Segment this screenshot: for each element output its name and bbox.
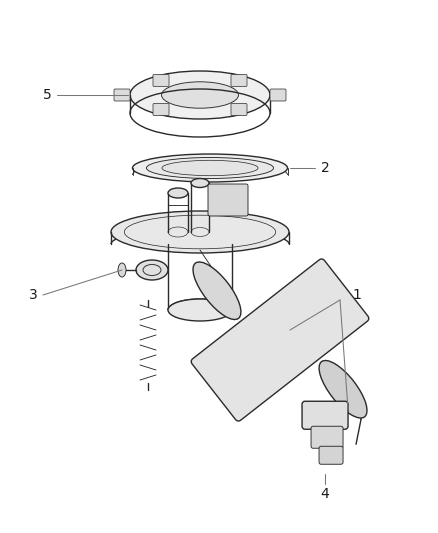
Ellipse shape: [193, 262, 241, 319]
FancyBboxPatch shape: [302, 401, 348, 429]
FancyBboxPatch shape: [153, 103, 169, 116]
FancyBboxPatch shape: [311, 426, 343, 448]
Text: 2: 2: [321, 161, 329, 175]
Ellipse shape: [146, 157, 274, 179]
Ellipse shape: [133, 154, 287, 182]
FancyBboxPatch shape: [153, 75, 169, 86]
Ellipse shape: [319, 360, 367, 418]
FancyBboxPatch shape: [270, 89, 286, 101]
Ellipse shape: [136, 260, 168, 280]
Text: 1: 1: [353, 288, 361, 302]
Ellipse shape: [111, 211, 289, 253]
FancyBboxPatch shape: [319, 446, 343, 464]
FancyBboxPatch shape: [231, 75, 247, 86]
Text: 4: 4: [321, 487, 329, 501]
Text: 5: 5: [42, 88, 51, 102]
Ellipse shape: [130, 71, 270, 119]
Ellipse shape: [223, 185, 241, 199]
FancyBboxPatch shape: [231, 103, 247, 116]
FancyBboxPatch shape: [191, 259, 369, 421]
Ellipse shape: [191, 179, 209, 188]
Ellipse shape: [162, 82, 239, 108]
Ellipse shape: [162, 160, 258, 176]
Ellipse shape: [118, 263, 126, 277]
Ellipse shape: [168, 299, 232, 321]
Ellipse shape: [168, 188, 188, 198]
FancyBboxPatch shape: [208, 184, 248, 216]
Text: 3: 3: [28, 288, 37, 302]
FancyBboxPatch shape: [114, 89, 130, 101]
